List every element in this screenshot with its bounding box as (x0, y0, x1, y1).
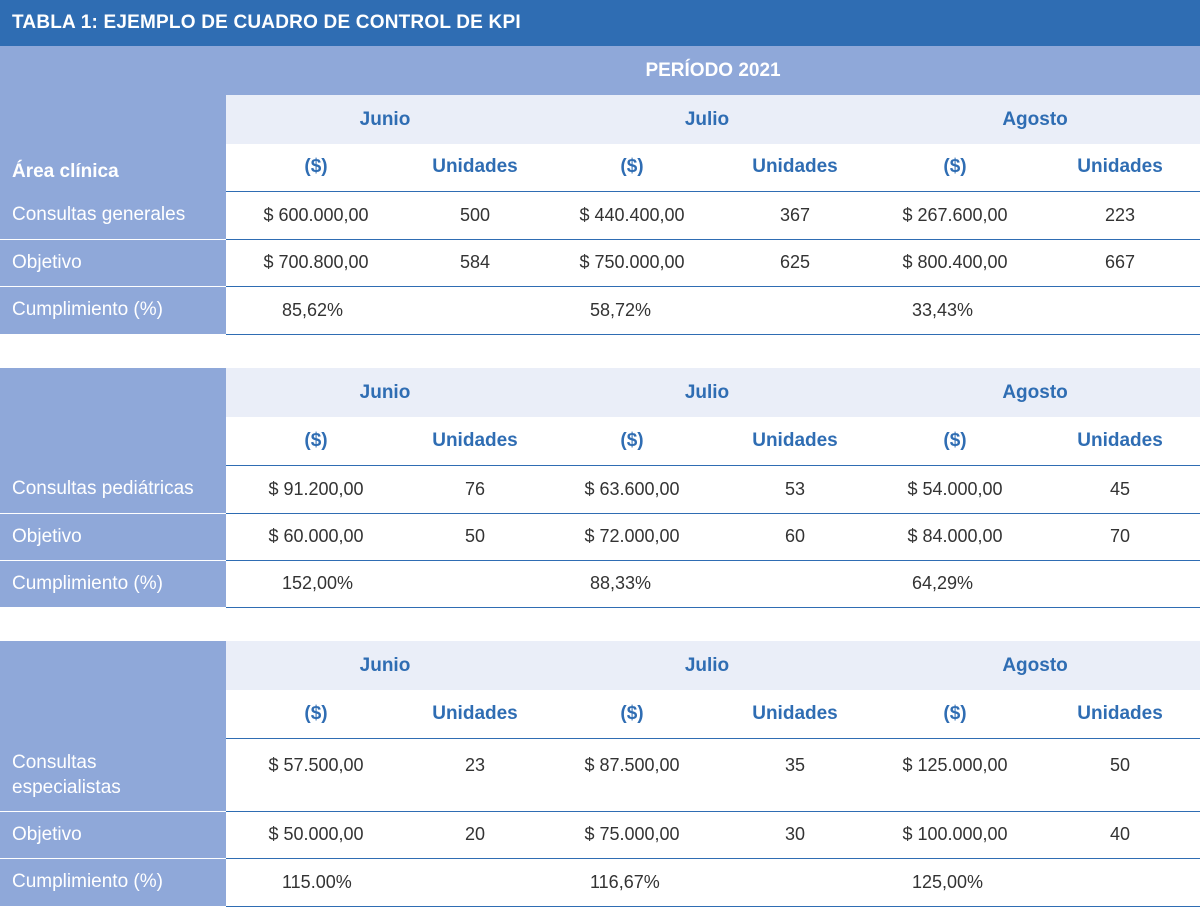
col-header-units: Unidades (1040, 417, 1200, 466)
row-label: Objetivo (0, 811, 226, 859)
cell-value: 53 (720, 465, 870, 514)
col-header-money: ($) (544, 417, 720, 466)
col-header-money: ($) (226, 417, 406, 466)
cell-value: $ 125.000,00 (870, 738, 1040, 812)
col-header-money: ($) (544, 144, 720, 192)
cell-value: 40 (1040, 811, 1200, 859)
compliance-label: Cumplimiento (%) (0, 286, 226, 334)
row-label: Consultas especialistas (0, 738, 226, 812)
compliance-row: Cumplimiento (%) 85,62% 58,72% 33,43% (0, 286, 1200, 335)
compliance-label: Cumplimiento (%) (0, 560, 226, 607)
table-row: Consultas especialistas $ 57.500,00 23 $… (0, 738, 1200, 812)
col-header-units: Unidades (720, 417, 870, 466)
compliance-value: 33,43% (870, 286, 1200, 335)
cell-value: 20 (406, 811, 544, 859)
col-header-units: Unidades (1040, 690, 1200, 739)
cell-value: $ 267.600,00 (870, 191, 1040, 240)
compliance-label: Cumplimiento (%) (0, 858, 226, 906)
compliance-value: 115.00% (226, 858, 544, 907)
cell-value: 70 (1040, 513, 1200, 561)
col-header-units: Unidades (406, 417, 544, 466)
col-header-money: ($) (870, 417, 1040, 466)
month-header-august: Agosto (870, 641, 1200, 690)
area-label-cell: Área clínica (0, 46, 226, 191)
cell-value: $ 440.400,00 (544, 191, 720, 240)
cell-value: $ 700.800,00 (226, 239, 406, 287)
month-header-june: Junio (226, 368, 544, 417)
kpi-control-table: Área clínica PERÍODO 2021 Junio Julio Ag… (0, 46, 1200, 907)
compliance-value: 58,72% (544, 286, 870, 335)
cell-value: 667 (1040, 239, 1200, 287)
compliance-value: 64,29% (870, 560, 1200, 608)
cell-value: 584 (406, 239, 544, 287)
col-header-money: ($) (870, 690, 1040, 739)
cell-value: $ 54.000,00 (870, 465, 1040, 514)
month-header-july: Julio (544, 641, 870, 690)
month-header-august: Agosto (870, 368, 1200, 417)
table-row: Consultas generales $ 600.000,00 500 $ 4… (0, 191, 1200, 240)
month-header-june: Junio (226, 95, 544, 144)
cell-value: $ 800.400,00 (870, 239, 1040, 287)
cell-value: $ 100.000,00 (870, 811, 1040, 859)
col-header-money: ($) (226, 690, 406, 739)
cell-value: $ 91.200,00 (226, 465, 406, 514)
cell-value: 50 (1040, 738, 1200, 812)
table-row: Objetivo $ 60.000,00 50 $ 72.000,00 60 $… (0, 513, 1200, 561)
table-title: TABLA 1: EJEMPLO DE CUADRO DE CONTROL DE… (0, 0, 1200, 46)
cell-value: 223 (1040, 191, 1200, 240)
row-label: Objetivo (0, 513, 226, 561)
cell-value: 367 (720, 191, 870, 240)
compliance-value: 85,62% (226, 286, 544, 335)
table-row: Consultas pediátricas $ 91.200,00 76 $ 6… (0, 465, 1200, 514)
row-label: Objetivo (0, 239, 226, 287)
compliance-value: 116,67% (544, 858, 870, 907)
row-label: Consultas generales (0, 191, 226, 240)
cell-value: $ 87.500,00 (544, 738, 720, 812)
cell-value: 45 (1040, 465, 1200, 514)
cell-value: $ 75.000,00 (544, 811, 720, 859)
cell-value: 76 (406, 465, 544, 514)
col-header-units: Unidades (1040, 144, 1200, 192)
label-spacer (0, 641, 226, 738)
compliance-value: 88,33% (544, 560, 870, 608)
col-header-money: ($) (544, 690, 720, 739)
period-header: PERÍODO 2021 (226, 46, 1200, 95)
block-separator (0, 607, 1200, 641)
area-label: Área clínica (12, 161, 119, 182)
label-spacer (0, 368, 226, 465)
col-header-units: Unidades (406, 144, 544, 192)
col-header-units: Unidades (406, 690, 544, 739)
cell-value: 625 (720, 239, 870, 287)
cell-value: $ 750.000,00 (544, 239, 720, 287)
col-header-money: ($) (226, 144, 406, 192)
cell-value: $ 63.600,00 (544, 465, 720, 514)
compliance-value: 125,00% (870, 858, 1200, 907)
table-row: Objetivo $ 50.000,00 20 $ 75.000,00 30 $… (0, 811, 1200, 859)
cell-value: 23 (406, 738, 544, 812)
block-separator (0, 334, 1200, 368)
col-header-money: ($) (870, 144, 1040, 192)
compliance-row: Cumplimiento (%) 115.00% 116,67% 125,00% (0, 858, 1200, 907)
cell-value: 35 (720, 738, 870, 812)
cell-value: 60 (720, 513, 870, 561)
cell-value: 50 (406, 513, 544, 561)
cell-value: 30 (720, 811, 870, 859)
row-label: Consultas pediátricas (0, 465, 226, 514)
cell-value: $ 600.000,00 (226, 191, 406, 240)
compliance-row: Cumplimiento (%) 152,00% 88,33% 64,29% (0, 560, 1200, 608)
month-header-august: Agosto (870, 95, 1200, 144)
table-row: Objetivo $ 700.800,00 584 $ 750.000,00 6… (0, 239, 1200, 287)
cell-value: $ 60.000,00 (226, 513, 406, 561)
cell-value: $ 84.000,00 (870, 513, 1040, 561)
cell-value: $ 57.500,00 (226, 738, 406, 812)
cell-value: 500 (406, 191, 544, 240)
month-header-june: Junio (226, 641, 544, 690)
col-header-units: Unidades (720, 144, 870, 192)
cell-value: $ 72.000,00 (544, 513, 720, 561)
col-header-units: Unidades (720, 690, 870, 739)
compliance-value: 152,00% (226, 560, 544, 608)
month-header-july: Julio (544, 95, 870, 144)
month-header-july: Julio (544, 368, 870, 417)
cell-value: $ 50.000,00 (226, 811, 406, 859)
